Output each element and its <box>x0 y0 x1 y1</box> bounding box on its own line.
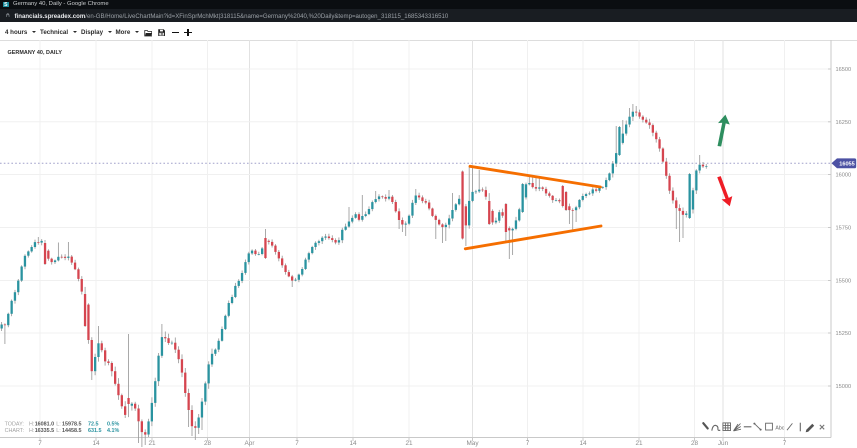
svg-text:May: May <box>466 440 479 447</box>
svg-text:28: 28 <box>691 440 699 447</box>
svg-text:14: 14 <box>579 440 587 447</box>
svg-text:16000: 16000 <box>836 173 852 179</box>
svg-text:15250: 15250 <box>836 331 852 337</box>
svg-text:15750: 15750 <box>836 226 852 232</box>
svg-text:15978.5: 15978.5 <box>62 422 82 428</box>
svg-text:CHART:: CHART: <box>5 428 24 434</box>
svg-text:14458.5: 14458.5 <box>62 428 82 434</box>
svg-text:Jun: Jun <box>718 440 729 447</box>
svg-text:21: 21 <box>148 440 156 447</box>
svg-text:Apr: Apr <box>245 440 256 447</box>
svg-text:0.5%: 0.5% <box>107 422 119 428</box>
svg-text:L:: L: <box>56 428 61 434</box>
svg-text:H:: H: <box>29 422 34 428</box>
svg-text:28: 28 <box>204 440 212 447</box>
svg-text:H:: H: <box>29 428 34 434</box>
svg-text:7: 7 <box>38 440 42 447</box>
svg-text:4.1%: 4.1% <box>107 428 119 434</box>
svg-text:21: 21 <box>635 440 643 447</box>
svg-text:L:: L: <box>56 422 61 428</box>
svg-text:631.5: 631.5 <box>88 428 102 434</box>
svg-text:TODAY:: TODAY: <box>5 422 24 428</box>
svg-text:Abc: Abc <box>775 426 784 432</box>
svg-text:72.5: 72.5 <box>88 422 99 428</box>
svg-text:7: 7 <box>783 440 787 447</box>
svg-text:14: 14 <box>92 440 100 447</box>
svg-text:15000: 15000 <box>836 384 852 390</box>
svg-text:21: 21 <box>405 440 413 447</box>
svg-text:GERMANY 40, DAILY: GERMANY 40, DAILY <box>8 50 63 56</box>
svg-text:16081.0: 16081.0 <box>35 422 55 428</box>
svg-text:7: 7 <box>526 440 530 447</box>
svg-text:7: 7 <box>295 440 299 447</box>
svg-text:15500: 15500 <box>836 279 852 285</box>
svg-text:16055: 16055 <box>839 162 855 168</box>
svg-text:16500: 16500 <box>836 67 852 73</box>
svg-text:14: 14 <box>349 440 357 447</box>
svg-text:16250: 16250 <box>836 120 852 126</box>
svg-text:16335.5: 16335.5 <box>35 428 55 434</box>
